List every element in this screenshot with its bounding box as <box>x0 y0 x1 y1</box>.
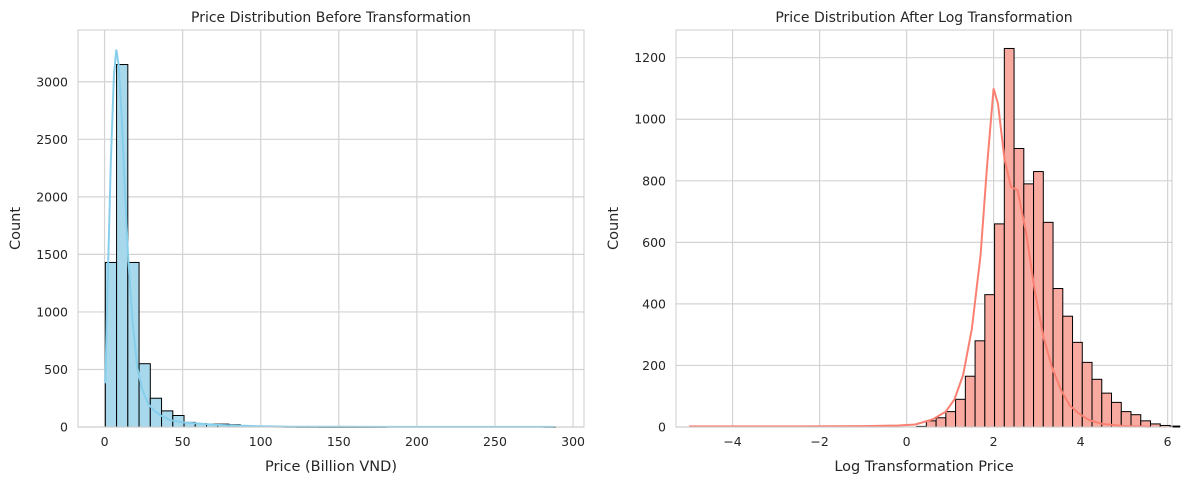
y-tick-label: 1000 <box>36 304 68 319</box>
right-x-axis-label: Log Transformation Price <box>834 459 1013 475</box>
y-tick-label: 200 <box>642 358 666 373</box>
left-chart-title: Price Distribution Before Transformation <box>191 10 471 26</box>
histogram-bar <box>1003 47 1015 428</box>
right-y-tick-labels: 0 200 400 600 800 1000 1200 <box>634 50 666 434</box>
histogram-bar <box>1130 414 1142 428</box>
x-tick-label: −2 <box>810 434 828 449</box>
x-tick-label: 200 <box>405 434 429 449</box>
histogram-bar <box>974 340 986 428</box>
histogram-bar <box>945 411 957 428</box>
histogram-bar <box>1091 378 1103 428</box>
y-tick-label: 3000 <box>36 74 68 89</box>
x-tick-label: 4 <box>1077 434 1085 449</box>
histogram-bar <box>1023 183 1035 428</box>
histogram-bar <box>1111 401 1122 428</box>
x-tick-label: −4 <box>723 434 741 449</box>
y-tick-label: 1000 <box>634 112 666 127</box>
left-panel: 0 50 100 150 200 250 300 0 500 1000 1500 2000 2500 3… <box>8 10 585 475</box>
histogram-bar <box>984 294 996 428</box>
y-tick-label: 800 <box>642 173 666 188</box>
y-tick-label: 1500 <box>36 247 68 262</box>
y-tick-label: 0 <box>60 420 68 435</box>
x-tick-label: 2 <box>990 434 998 449</box>
x-tick-label: 100 <box>249 434 273 449</box>
right-y-axis-label: Count <box>606 207 622 250</box>
left-plot-area <box>78 30 584 427</box>
histogram-bar <box>1120 411 1132 428</box>
right-histogram-bars <box>916 47 1181 428</box>
histogram-bar <box>1062 315 1074 428</box>
x-tick-label: 150 <box>327 434 351 449</box>
x-tick-label: 300 <box>561 434 585 449</box>
histogram-bar <box>964 375 976 428</box>
y-tick-label: 400 <box>642 296 666 311</box>
y-tick-label: 2500 <box>36 132 68 147</box>
histogram-bar <box>935 417 947 428</box>
left-y-tick-labels: 0 500 1000 1500 2000 2500 3000 <box>36 74 68 434</box>
histogram-bar <box>1013 147 1025 428</box>
left-axes-frame <box>77 29 585 428</box>
left-x-tick-labels: 0 50 100 150 200 250 300 <box>101 434 585 449</box>
histogram-bar <box>1033 171 1044 428</box>
right-panel: −4 −2 0 2 4 6 0 200 400 600 800 1000 1200 Price Dis… <box>606 10 1181 475</box>
x-tick-label: 50 <box>175 434 191 449</box>
right-gridlines <box>676 30 1172 428</box>
right-kde-curve <box>689 88 1151 428</box>
histogram-bar <box>1042 221 1054 428</box>
y-tick-label: 2000 <box>36 189 68 204</box>
left-y-axis-label: Count <box>8 207 24 250</box>
y-tick-label: 1200 <box>634 50 666 65</box>
right-plot-area <box>676 30 1172 427</box>
y-tick-label: 600 <box>642 235 666 250</box>
x-tick-label: 0 <box>903 434 911 449</box>
histogram-bar <box>955 398 966 428</box>
x-tick-label: 6 <box>1164 434 1172 449</box>
left-x-axis-label: Price (Billion VND) <box>265 459 397 475</box>
right-axes-frame <box>675 29 1173 428</box>
x-tick-label: 0 <box>101 434 109 449</box>
y-tick-label: 500 <box>44 362 68 377</box>
right-x-tick-labels: −4 −2 0 2 4 6 <box>723 434 1171 449</box>
histogram-bar <box>1101 392 1113 428</box>
histogram-bar <box>994 223 1005 428</box>
histogram-bar <box>1052 288 1064 428</box>
left-gridlines <box>78 30 584 428</box>
x-tick-label: 250 <box>483 434 507 449</box>
right-chart-title: Price Distribution After Log Transformat… <box>775 10 1072 26</box>
y-tick-label: 0 <box>658 420 666 435</box>
